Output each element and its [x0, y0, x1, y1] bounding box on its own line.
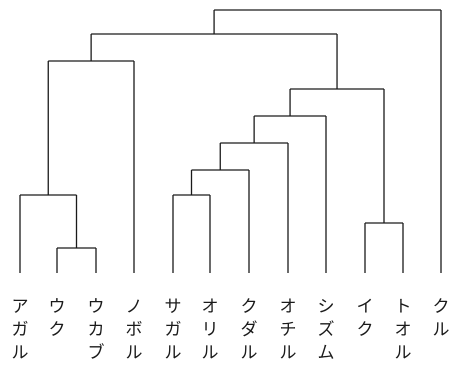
leaf-label: サ ガ ル — [164, 297, 182, 363]
leaf-label: シ ズ ム — [317, 297, 335, 363]
leaf-label: ク ダ ル — [240, 297, 258, 363]
leaf-label: オ リ ル — [201, 297, 219, 363]
leaf-label: ク ル — [432, 297, 450, 340]
leaf-label: ア ガ ル — [11, 297, 29, 363]
leaf-label: ト オ ル — [394, 297, 412, 363]
leaf-label: ノ ボ ル — [125, 297, 143, 363]
leaf-label: オ チ ル — [279, 297, 297, 363]
dendrogram-branches — [19, 9, 442, 273]
leaf-label: イ ク — [356, 297, 374, 340]
leaf-label: ウ ク — [48, 297, 66, 340]
leaf-label: ウ カ ブ — [87, 297, 105, 363]
